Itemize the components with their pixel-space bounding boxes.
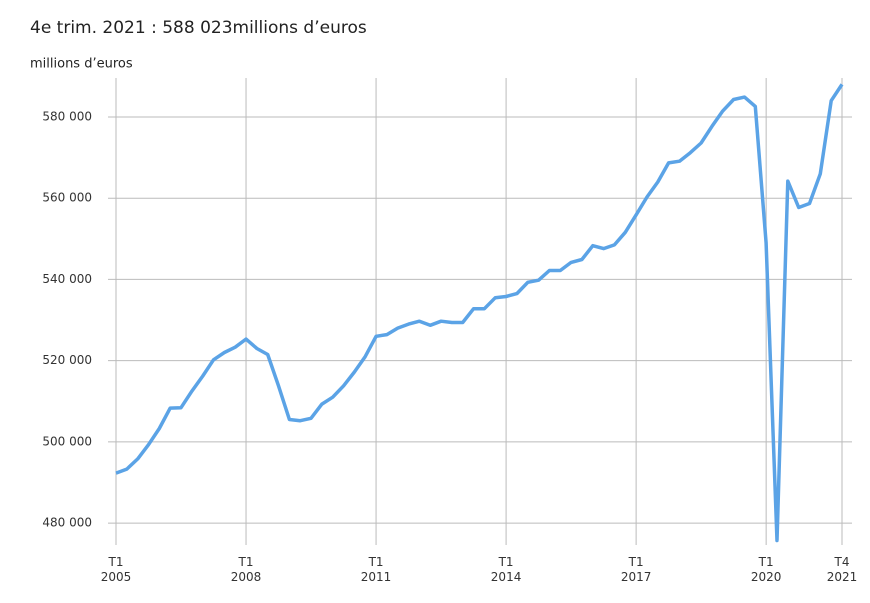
- x-tick-label: T1 2008: [230, 555, 262, 584]
- y-tick-label: 500 000: [42, 434, 92, 448]
- y-tick-label: 480 000: [42, 516, 92, 530]
- chart-title: 4e trim. 2021 : 588 023millions d’euros: [30, 18, 367, 38]
- y-tick-label: 520 000: [42, 353, 92, 367]
- x-tick-label: T1 2005: [100, 555, 132, 584]
- x-tick-label: T4 2021: [826, 555, 858, 584]
- y-axis-label: millions d’euros: [30, 57, 133, 72]
- y-tick-label: 560 000: [42, 191, 92, 205]
- y-tick-label: 540 000: [42, 272, 92, 286]
- x-tick-label: T1 2011: [360, 555, 392, 584]
- y-tick-label: 580 000: [42, 109, 92, 123]
- x-tick-label: T1 2020: [750, 555, 782, 584]
- x-tick-label: T1 2014: [490, 555, 522, 584]
- x-tick-label: T1 2017: [620, 555, 652, 584]
- data-line: [115, 83, 844, 543]
